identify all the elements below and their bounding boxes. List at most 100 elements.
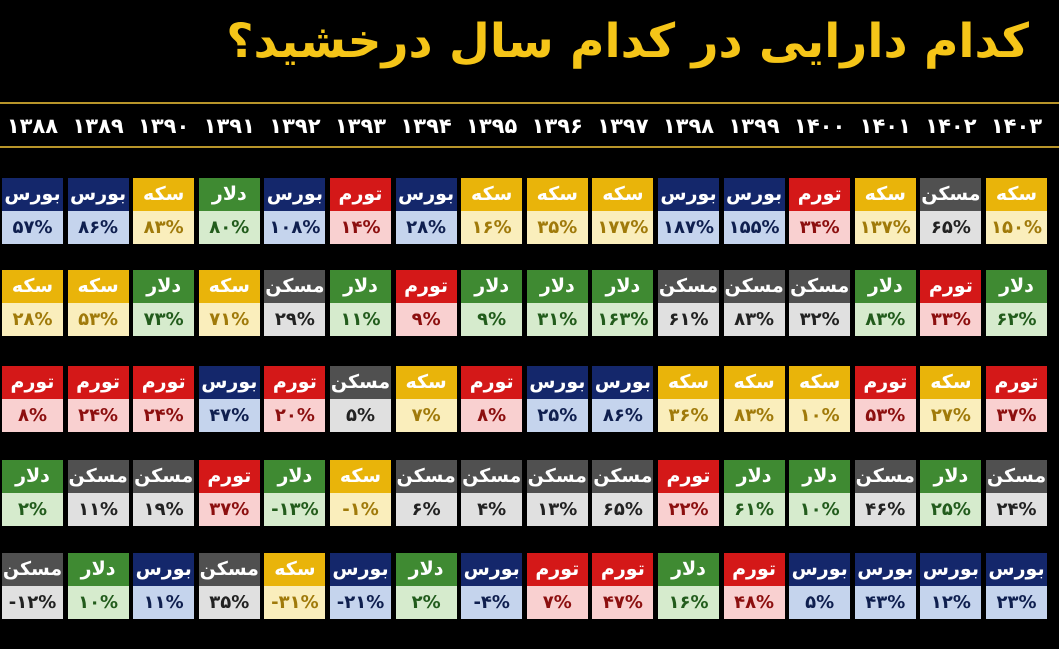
asset-cell: مسکن ۱۱% [67, 460, 129, 526]
asset-cell: دلار ۱۰% [789, 460, 851, 526]
asset-name: بورس [920, 553, 982, 586]
asset-name: بورس [2, 178, 63, 211]
asset-return-value: ۲۲% [658, 493, 719, 526]
asset-cell: سکه ۱۳۷% [854, 178, 916, 244]
asset-cell: بورس ۴۳% [854, 553, 916, 619]
asset-name: سکه [133, 178, 195, 211]
asset-cell: تورم ۴۷% [592, 553, 654, 619]
asset-name: مسکن [723, 270, 785, 303]
asset-return-value: ۱۱% [133, 586, 195, 619]
asset-name: بورس [395, 178, 457, 211]
asset-name: بورس [198, 366, 260, 399]
asset-return-value: ۸۳% [133, 211, 195, 244]
asset-cell: مسکن ۴% [461, 460, 523, 526]
asset-return-value: ۴۳% [854, 586, 916, 619]
asset-cell: سکه ۸۳% [133, 178, 195, 244]
asset-cell: بورس -۴% [461, 553, 523, 619]
year-label: ۱۳۹۴ [400, 114, 452, 138]
asset-name: مسکن [854, 460, 916, 493]
asset-name: دلار [330, 270, 391, 303]
asset-cell: مسکن ۴۶% [854, 460, 916, 526]
asset-cell: بورس ۱۱% [133, 553, 195, 619]
asset-name: بورس [658, 178, 719, 211]
asset-cell: بورس ۲۳% [986, 553, 1047, 619]
asset-name: سکه [461, 178, 523, 211]
asset-return-value: ۹% [395, 303, 457, 336]
asset-name: تورم [2, 366, 63, 399]
asset-cell: دلار ۳۱% [526, 270, 588, 336]
asset-return-value: ۸۳% [723, 303, 785, 336]
asset-name: دلار [2, 460, 63, 493]
asset-name: تورم [330, 178, 391, 211]
asset-name: مسکن [789, 270, 851, 303]
asset-cell: سکه -۱% [330, 460, 391, 526]
asset-return-value: ۱۰۸% [264, 211, 326, 244]
asset-name: دلار [789, 460, 851, 493]
asset-cell: مسکن ۱۹% [133, 460, 195, 526]
asset-name: مسکن [395, 460, 457, 493]
asset-name: دلار [658, 553, 719, 586]
year-label: ۱۳۸۸ [6, 114, 59, 138]
asset-name: دلار [592, 270, 654, 303]
asset-return-value: ۶۲% [986, 303, 1047, 336]
asset-return-value: ۸% [2, 399, 63, 432]
year-label: ۱۳۹۰ [138, 114, 190, 138]
asset-name: سکه [526, 178, 588, 211]
asset-name: سکه [67, 270, 129, 303]
asset-return-value: ۸۶% [592, 399, 654, 432]
asset-return-value: ۳۵% [526, 211, 588, 244]
asset-return-value: ۸۳% [723, 399, 785, 432]
asset-return-value: -۱۲% [2, 586, 63, 619]
asset-name: سکه [658, 366, 719, 399]
asset-cell: مسکن -۱۲% [2, 553, 63, 619]
asset-cell: مسکن ۶۵% [920, 178, 982, 244]
year-label: ۱۳۹۸ [662, 114, 715, 138]
asset-name: بورس [461, 553, 523, 586]
asset-name: تورم [789, 178, 851, 211]
asset-return-value: ۲% [395, 586, 457, 619]
asset-return-value: ۲۵% [920, 493, 982, 526]
asset-return-value: -۱% [330, 493, 391, 526]
asset-name: سکه [789, 366, 851, 399]
asset-return-value: ۲۵% [526, 399, 588, 432]
asset-name: تورم [264, 366, 326, 399]
asset-cell: دلار ۲۵% [920, 460, 982, 526]
asset-name: تورم [133, 366, 195, 399]
asset-return-value: ۳۲% [789, 303, 851, 336]
asset-return-value: ۶۱% [658, 303, 719, 336]
asset-return-value: ۲۸% [395, 211, 457, 244]
year-label: ۱۳۸۹ [72, 114, 124, 138]
asset-name: دلار [198, 178, 260, 211]
asset-cell: مسکن ۶% [395, 460, 457, 526]
asset-cell: بورس ۲۸% [395, 178, 457, 244]
asset-return-value: ۶۵% [920, 211, 982, 244]
year-label: ۱۴۰۲ [925, 114, 977, 138]
asset-return-value: ۲۴% [67, 399, 129, 432]
asset-name: سکه [592, 178, 654, 211]
asset-cell: سکه ۳۶% [658, 366, 719, 432]
asset-cell: دلار ۸۳% [854, 270, 916, 336]
asset-return-value: ۱۱% [330, 303, 391, 336]
asset-cell: مسکن ۸۳% [723, 270, 785, 336]
year-label: ۱۴۰۱ [859, 114, 911, 138]
asset-cell: سکه -۳۱% [264, 553, 326, 619]
asset-name: دلار [461, 270, 523, 303]
year-label: ۱۳۹۳ [334, 114, 387, 138]
asset-return-value: ۲۸% [2, 303, 63, 336]
asset-cell: تورم ۳۷% [198, 460, 260, 526]
asset-cell: سکه ۷% [395, 366, 457, 432]
asset-return-value: ۲۹% [264, 303, 326, 336]
asset-name: مسکن [198, 553, 260, 586]
asset-name: تورم [723, 553, 785, 586]
asset-name: دلار [395, 553, 457, 586]
asset-name: بورس [330, 553, 391, 586]
asset-name: مسکن [526, 460, 588, 493]
asset-return-value: ۱۶% [658, 586, 719, 619]
asset-cell: سکه ۸۳% [723, 366, 785, 432]
asset-cell: بورس ۵% [789, 553, 851, 619]
asset-name: مسکن [67, 460, 129, 493]
asset-name: تورم [395, 270, 457, 303]
asset-cell: بورس ۱۰۸% [264, 178, 326, 244]
asset-return-value: ۱۹% [133, 493, 195, 526]
asset-cell: بورس ۸۶% [67, 178, 129, 244]
